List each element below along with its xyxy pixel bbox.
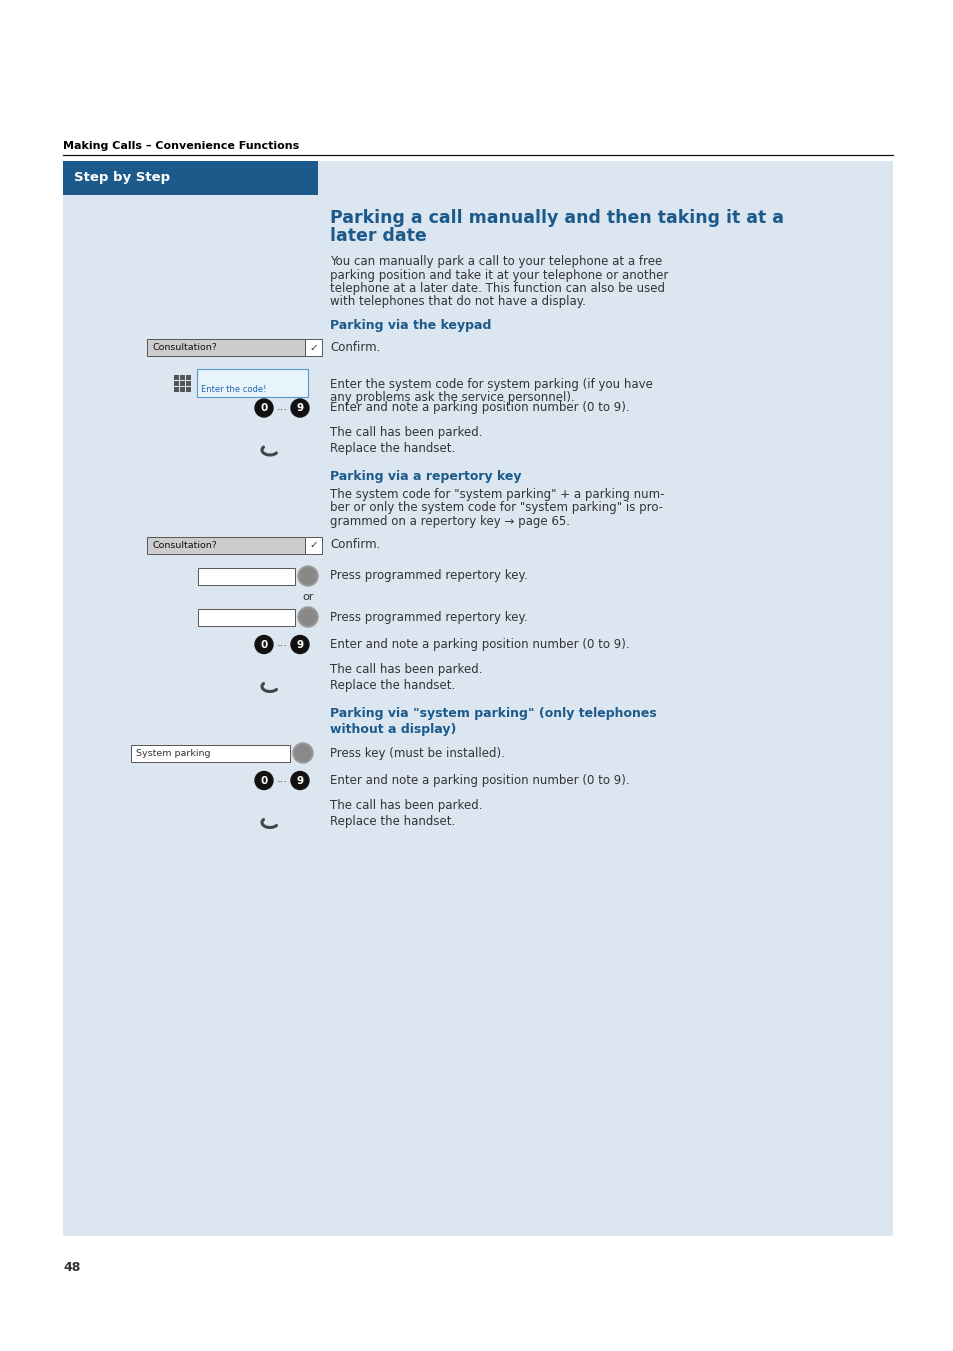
Circle shape bbox=[291, 399, 309, 417]
Circle shape bbox=[293, 743, 313, 763]
Text: telephone at a later date. This function can also be used: telephone at a later date. This function… bbox=[330, 282, 664, 295]
Circle shape bbox=[297, 566, 317, 586]
Text: Press programmed repertory key.: Press programmed repertory key. bbox=[330, 570, 527, 582]
Text: The call has been parked.: The call has been parked. bbox=[330, 798, 482, 812]
Text: Replace the handset.: Replace the handset. bbox=[330, 442, 455, 455]
Bar bbox=[198, 608, 294, 626]
Text: 0: 0 bbox=[260, 775, 268, 785]
Bar bbox=[180, 386, 185, 392]
Text: Enter the code!: Enter the code! bbox=[201, 385, 266, 394]
Bar bbox=[186, 381, 192, 385]
Bar bbox=[174, 374, 179, 380]
Text: any problems ask the service personnel).: any problems ask the service personnel). bbox=[330, 392, 574, 404]
Text: ber or only the system code for "system parking" is pro-: ber or only the system code for "system … bbox=[330, 501, 662, 515]
Text: Replace the handset.: Replace the handset. bbox=[330, 815, 455, 828]
Bar bbox=[147, 339, 305, 357]
Bar bbox=[147, 536, 305, 554]
Text: ...: ... bbox=[276, 774, 287, 785]
Text: Consultation?: Consultation? bbox=[152, 540, 217, 550]
Text: System parking: System parking bbox=[136, 748, 211, 758]
Circle shape bbox=[254, 399, 273, 417]
Text: The call has been parked.: The call has been parked. bbox=[330, 662, 482, 676]
Text: ✓: ✓ bbox=[309, 343, 317, 353]
Text: Consultation?: Consultation? bbox=[152, 343, 217, 353]
Bar bbox=[174, 381, 179, 385]
Circle shape bbox=[254, 771, 273, 789]
Text: Enter and note a parking position number (0 to 9).: Enter and note a parking position number… bbox=[330, 774, 629, 788]
Text: 9: 9 bbox=[296, 639, 303, 650]
Text: The system code for "system parking" + a parking num-: The system code for "system parking" + a… bbox=[330, 488, 664, 501]
Text: Press key (must be installed).: Press key (must be installed). bbox=[330, 747, 504, 759]
Bar bbox=[186, 374, 192, 380]
Bar bbox=[180, 381, 185, 385]
Text: or: or bbox=[302, 593, 314, 603]
Circle shape bbox=[297, 607, 317, 627]
Text: Parking via a repertory key: Parking via a repertory key bbox=[330, 470, 521, 484]
Text: 9: 9 bbox=[296, 403, 303, 413]
Bar bbox=[131, 744, 290, 762]
Text: Parking a call manually and then taking it at a: Parking a call manually and then taking … bbox=[330, 209, 783, 227]
Text: 48: 48 bbox=[63, 1260, 80, 1274]
Text: The call has been parked.: The call has been parked. bbox=[330, 426, 482, 439]
Text: Press programmed repertory key.: Press programmed repertory key. bbox=[330, 611, 527, 624]
Bar bbox=[186, 386, 192, 392]
Text: You can manually park a call to your telephone at a free: You can manually park a call to your tel… bbox=[330, 255, 661, 267]
Text: ...: ... bbox=[276, 403, 287, 412]
Text: Parking via "system parking" (only telephones: Parking via "system parking" (only telep… bbox=[330, 707, 656, 720]
Text: grammed on a repertory key → page 65.: grammed on a repertory key → page 65. bbox=[330, 515, 569, 528]
Text: Enter and note a parking position number (0 to 9).: Enter and note a parking position number… bbox=[330, 638, 629, 651]
Text: parking position and take it at your telephone or another: parking position and take it at your tel… bbox=[330, 269, 668, 281]
Bar bbox=[63, 161, 892, 1236]
Text: Confirm.: Confirm. bbox=[330, 340, 380, 354]
Bar bbox=[180, 374, 185, 380]
Text: Confirm.: Confirm. bbox=[330, 539, 380, 551]
Text: Step by Step: Step by Step bbox=[74, 172, 170, 185]
Text: Parking via the keypad: Parking via the keypad bbox=[330, 319, 491, 332]
Circle shape bbox=[291, 771, 309, 789]
Text: Enter the system code for system parking (if you have: Enter the system code for system parking… bbox=[330, 378, 652, 390]
Circle shape bbox=[299, 609, 315, 626]
Circle shape bbox=[294, 744, 311, 761]
Text: ✓: ✓ bbox=[309, 540, 317, 550]
Text: without a display): without a display) bbox=[330, 723, 456, 735]
Bar bbox=[63, 161, 317, 195]
Circle shape bbox=[291, 635, 309, 654]
Text: later date: later date bbox=[330, 227, 426, 245]
Text: 9: 9 bbox=[296, 775, 303, 785]
Circle shape bbox=[254, 635, 273, 654]
Bar bbox=[198, 567, 294, 585]
Text: 0: 0 bbox=[260, 639, 268, 650]
Bar bbox=[305, 339, 322, 357]
Text: with telephones that do not have a display.: with telephones that do not have a displ… bbox=[330, 296, 585, 308]
Text: Making Calls – Convenience Functions: Making Calls – Convenience Functions bbox=[63, 141, 299, 151]
Circle shape bbox=[299, 567, 315, 584]
Bar bbox=[196, 369, 308, 397]
Bar bbox=[305, 536, 322, 554]
Text: ...: ... bbox=[276, 639, 287, 648]
Text: Replace the handset.: Replace the handset. bbox=[330, 678, 455, 692]
Text: 0: 0 bbox=[260, 403, 268, 413]
Bar bbox=[174, 386, 179, 392]
Text: Enter and note a parking position number (0 to 9).: Enter and note a parking position number… bbox=[330, 401, 629, 415]
